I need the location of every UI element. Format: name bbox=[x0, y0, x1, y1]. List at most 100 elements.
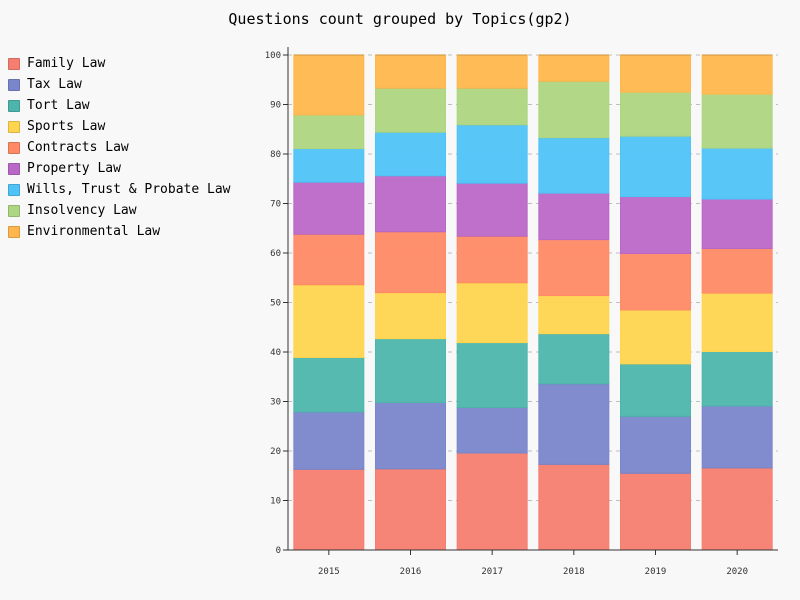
legend-label: Tort Law bbox=[27, 98, 90, 113]
bar-segment bbox=[701, 467, 773, 551]
legend-label: Family Law bbox=[27, 56, 106, 71]
legend-item[interactable]: Tort Law bbox=[8, 95, 231, 116]
legend-label: Contracts Law bbox=[27, 140, 129, 155]
bar-segment bbox=[701, 351, 773, 407]
legend-swatch bbox=[8, 78, 20, 91]
bar-segment bbox=[375, 292, 446, 340]
legend-label: Environmental Law bbox=[27, 224, 161, 239]
legend-item[interactable]: Insolvency Law bbox=[8, 200, 231, 221]
x-tick-label: 2016 bbox=[400, 567, 422, 577]
bar-segment bbox=[538, 383, 610, 465]
bar-segment bbox=[456, 54, 528, 89]
bar-segment bbox=[701, 54, 773, 95]
x-tick-label: 2017 bbox=[481, 567, 503, 577]
legend-label: Insolvency Law bbox=[27, 203, 137, 218]
bar-segment bbox=[456, 182, 528, 237]
y-tick-label: 40 bbox=[270, 348, 281, 358]
bar-segment bbox=[620, 54, 691, 93]
bar-segment bbox=[620, 415, 691, 474]
legend-item[interactable]: Sports Law bbox=[8, 116, 231, 137]
y-tick-label: 0 bbox=[276, 546, 281, 556]
bar-segment bbox=[456, 452, 528, 551]
bar-segment bbox=[701, 248, 773, 294]
legend-label: Tax Law bbox=[27, 77, 82, 92]
legend-label: Sports Law bbox=[27, 119, 106, 134]
bar-segment bbox=[293, 233, 365, 286]
bar-segment bbox=[620, 196, 691, 254]
chart-title: Questions count grouped by Topics(gp2) bbox=[228, 10, 572, 28]
legend-swatch bbox=[8, 204, 20, 217]
y-tick-label: 10 bbox=[270, 497, 281, 507]
bar-segment bbox=[293, 468, 365, 551]
legend-swatch bbox=[8, 225, 20, 238]
bar-segment bbox=[456, 342, 528, 408]
y-tick-label: 30 bbox=[270, 398, 281, 408]
bar-segment bbox=[293, 284, 365, 358]
bar-segment bbox=[375, 131, 446, 177]
bar-segment bbox=[375, 338, 446, 403]
bar-segment bbox=[375, 401, 446, 470]
bar-segment bbox=[538, 239, 610, 297]
x-tick-label: 2015 bbox=[318, 567, 340, 577]
bar-segment bbox=[538, 295, 610, 335]
legend-item[interactable]: Wills, Trust & Probate Law bbox=[8, 179, 231, 200]
bar-segment bbox=[293, 181, 365, 235]
bar-segment bbox=[701, 147, 773, 200]
bar-segment bbox=[701, 292, 773, 353]
bar-segment bbox=[456, 124, 528, 184]
legend-swatch bbox=[8, 183, 20, 196]
bar-segment bbox=[375, 175, 446, 233]
y-tick-label: 90 bbox=[270, 101, 281, 111]
bar-segment bbox=[456, 235, 528, 284]
y-tick-label: 20 bbox=[270, 447, 281, 457]
legend-item[interactable]: Environmental Law bbox=[8, 221, 231, 242]
legend-swatch bbox=[8, 162, 20, 175]
bar-segment bbox=[701, 198, 773, 250]
bar-segment bbox=[620, 135, 691, 198]
legend-item[interactable]: Tax Law bbox=[8, 74, 231, 95]
bar-segment bbox=[456, 406, 528, 454]
legend-item[interactable]: Family Law bbox=[8, 53, 231, 74]
bar-segment bbox=[620, 363, 691, 417]
legend-label: Property Law bbox=[27, 161, 121, 176]
legend-swatch bbox=[8, 141, 20, 154]
bar-segment bbox=[701, 93, 773, 149]
bar-segment bbox=[293, 54, 365, 116]
bar-segment bbox=[456, 87, 528, 126]
bar-segment bbox=[538, 463, 610, 551]
bar-segment bbox=[538, 137, 610, 194]
x-tick-label: 2019 bbox=[645, 567, 667, 577]
bar-segment bbox=[293, 114, 365, 150]
y-tick-label: 70 bbox=[270, 200, 281, 210]
bar-segment bbox=[293, 356, 365, 413]
bar-segment bbox=[293, 148, 365, 183]
legend-item[interactable]: Contracts Law bbox=[8, 137, 231, 158]
legend-swatch bbox=[8, 120, 20, 133]
bar-segment bbox=[620, 252, 691, 311]
bar-segment bbox=[538, 333, 610, 385]
y-tick-label: 60 bbox=[270, 249, 281, 259]
x-tick-label: 2018 bbox=[563, 567, 585, 577]
bar-segment bbox=[620, 472, 691, 551]
x-tick-label: 2020 bbox=[726, 567, 748, 577]
legend-item[interactable]: Property Law bbox=[8, 158, 231, 179]
y-tick-label: 80 bbox=[270, 150, 281, 160]
y-tick-label: 50 bbox=[270, 299, 281, 309]
legend-swatch bbox=[8, 99, 20, 112]
bar-segment bbox=[375, 87, 446, 133]
bar-segment bbox=[538, 54, 610, 82]
bar-segment bbox=[538, 192, 610, 241]
bar-segment bbox=[456, 282, 528, 344]
bar-segment bbox=[620, 309, 691, 365]
bar-segment bbox=[293, 411, 365, 470]
bar-segment bbox=[375, 231, 446, 294]
bar-segment bbox=[538, 80, 610, 139]
bar-segment bbox=[701, 405, 773, 469]
bar-segment bbox=[620, 91, 691, 137]
bar-segment bbox=[375, 468, 446, 551]
bar-segment bbox=[375, 54, 446, 89]
legend: Family Law Tax Law Tort Law Sports Law Contr… bbox=[8, 53, 231, 242]
legend-label: Wills, Trust & Probate Law bbox=[27, 182, 231, 197]
legend-swatch bbox=[8, 57, 20, 70]
